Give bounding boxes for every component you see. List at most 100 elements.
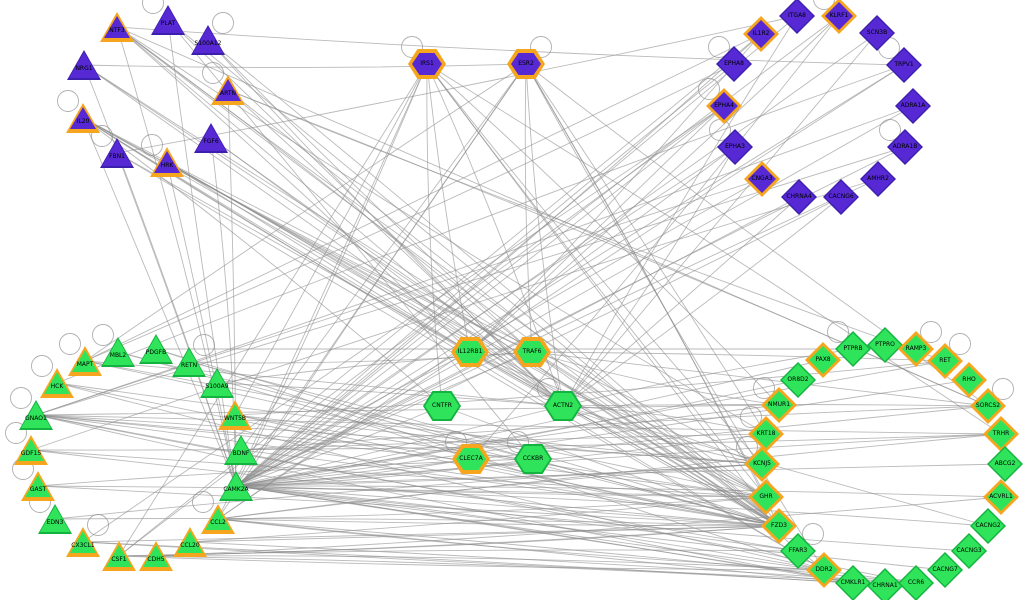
triangle-node-body [103, 339, 133, 365]
node-HRK[interactable]: HRK [150, 147, 184, 177]
diamond-node-body [747, 20, 775, 48]
node-RET[interactable]: RET [927, 343, 963, 379]
node-ABCG2[interactable]: ABCG2 [987, 446, 1023, 482]
self-loop [202, 62, 224, 84]
node-CCKBR[interactable]: CCKBR [514, 444, 552, 474]
hexagon-node-body [516, 446, 550, 472]
node-GAST[interactable]: GAST [21, 471, 55, 501]
edge [235, 458, 534, 487]
node-ADRA1A[interactable]: ADRA1A [895, 88, 931, 124]
edge [234, 360, 946, 416]
edge [84, 63, 527, 362]
node-FBN1[interactable]: FBN1 [100, 138, 134, 168]
node-WNT5B[interactable]: WNT5B [218, 400, 252, 430]
edge [426, 63, 1002, 435]
self-loop [530, 36, 552, 58]
edge [562, 146, 736, 407]
edge [235, 405, 443, 487]
node-ARTN[interactable]: ARTN [211, 75, 245, 105]
node-IRS1[interactable]: IRS1 [408, 49, 446, 79]
diamond-node-body [752, 420, 780, 448]
node-EPHA4[interactable]: EPHA4 [706, 88, 742, 124]
edge [210, 137, 780, 527]
diamond-node-body [783, 181, 815, 213]
node-EPHA8[interactable]: EPHA8 [716, 46, 752, 82]
node-CLEC7A[interactable]: CLEC7A [452, 444, 490, 474]
edge [54, 518, 780, 527]
node-CSF1[interactable]: CSF1 [102, 541, 136, 571]
edge [82, 117, 780, 527]
node-CHRNA1[interactable]: CHRNA1 [867, 568, 903, 600]
edge [82, 117, 825, 571]
diamond-node-body [765, 512, 793, 540]
self-loop [736, 436, 758, 458]
node-SCN3B[interactable]: SCN3B [859, 15, 895, 51]
node-CACNG2[interactable]: CACNG2 [970, 508, 1006, 544]
edge [525, 63, 767, 498]
triangle-node-body [222, 404, 248, 426]
node-AMHR2[interactable]: AMHR2 [860, 161, 896, 197]
diamond-node-body [825, 181, 857, 213]
node-ADRA1B[interactable]: ADRA1B [887, 129, 923, 165]
node-CNTFR[interactable]: CNTFR [423, 391, 461, 421]
node-CDH5[interactable]: CDH5 [139, 541, 173, 571]
node-S100A9[interactable]: S100A9 [200, 368, 234, 398]
node-CACNG6[interactable]: CACNG6 [823, 179, 859, 215]
triangle-node-body [102, 140, 132, 166]
node-GNAO1[interactable]: GNAO1 [19, 400, 53, 430]
edge [83, 64, 564, 407]
edge [217, 64, 905, 520]
node-FGF6[interactable]: FGF6 [194, 123, 228, 153]
node-GHR[interactable]: GHR [748, 479, 784, 515]
diamond-node-body [869, 570, 901, 600]
node-CCL20[interactable]: CCL20 [173, 527, 207, 557]
node-RHO[interactable]: RHO [951, 362, 987, 398]
node-TRAF6[interactable]: TRAF6 [513, 337, 551, 367]
node-DDR2[interactable]: DDR2 [806, 552, 842, 588]
node-KLRF1[interactable]: KLRF1 [821, 0, 857, 34]
edge [235, 463, 1006, 487]
node-MBL2[interactable]: MBL2 [101, 337, 135, 367]
node-EPHA3[interactable]: EPHA3 [717, 129, 753, 165]
edge [155, 555, 825, 571]
node-TRPV1[interactable]: TRPV1 [886, 47, 922, 83]
edge [562, 405, 767, 435]
node-ITGA8[interactable]: ITGA8 [779, 0, 815, 34]
edge [118, 33, 762, 557]
node-BDNF[interactable]: BDNF [224, 435, 258, 465]
edge [82, 541, 917, 584]
node-S100A12[interactable]: S100A12 [191, 25, 225, 55]
node-IL1R2[interactable]: IL1R2 [743, 16, 779, 52]
edge [227, 89, 237, 487]
node-NRG1[interactable]: NRG1 [67, 50, 101, 80]
self-loop [753, 377, 775, 399]
node-ACTN2[interactable]: ACTN2 [544, 391, 582, 421]
node-IL20[interactable]: IL20 [66, 103, 100, 133]
edge [37, 485, 767, 498]
edge [531, 351, 825, 571]
edge [84, 360, 780, 527]
node-NTF3[interactable]: NTF3 [100, 12, 134, 42]
node-IL12RB1[interactable]: IL12RB1 [451, 337, 489, 367]
node-MAPT[interactable]: MAPT [68, 346, 102, 376]
node-CAMK2A[interactable]: CAMK2A [219, 471, 253, 501]
edge [56, 382, 763, 465]
node-CCR6[interactable]: CCR6 [898, 565, 934, 600]
node-PTPRO[interactable]: PTPRO [867, 327, 903, 363]
node-PLAT[interactable]: PLAT [151, 5, 185, 35]
node-RETN[interactable]: RETN [172, 347, 206, 377]
node-TRHR[interactable]: TRHR [983, 416, 1019, 452]
self-loop [142, 0, 164, 14]
hexagon-node-body [511, 53, 541, 75]
node-PDGFB[interactable]: PDGFB [139, 334, 173, 364]
node-CHRNA4[interactable]: CHRNA4 [781, 179, 817, 215]
edge [118, 555, 825, 571]
node-ESR2[interactable]: ESR2 [507, 49, 545, 79]
node-GDF15[interactable]: GDF15 [14, 435, 48, 465]
node-PAX8[interactable]: PAX8 [805, 342, 841, 378]
node-EDN3[interactable]: EDN3 [38, 504, 72, 534]
edge [235, 351, 471, 487]
self-loop [141, 134, 163, 156]
node-CNGA3[interactable]: CNGA3 [744, 161, 780, 197]
